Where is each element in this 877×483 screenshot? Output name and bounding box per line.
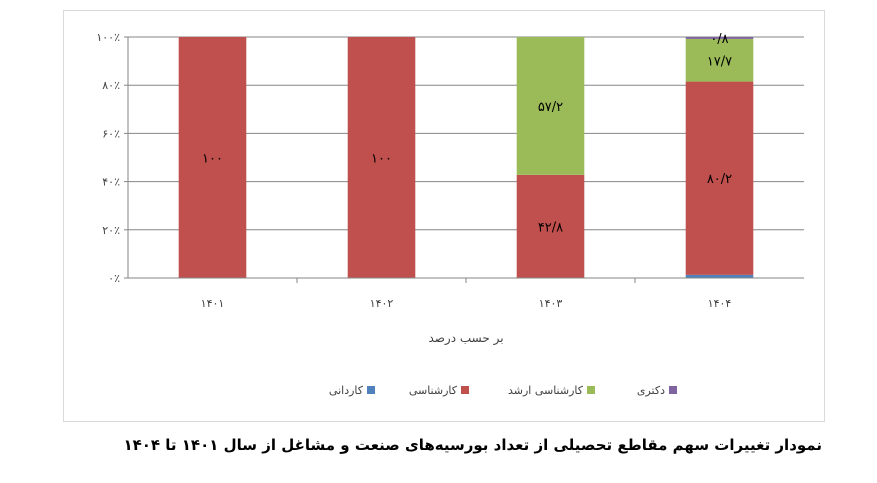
- chart-frame: ۱۰۰ ۱۰۰ ۴۲/۸ ۵۷/۲ ۸۰/۲ ۱۷/۷ ۰/۸ ۰٪ ۲۰٪ ۴۰٪ ۶۰٪ ۸۰٪…: [63, 10, 825, 422]
- legend-swatch: [367, 386, 375, 394]
- data-label: ۵۷/۲: [538, 100, 563, 115]
- bar-segment: [347, 37, 416, 278]
- y-tick-label: ۶۰٪: [102, 127, 120, 140]
- legend-swatch: [461, 386, 469, 394]
- y-tick-label: ۰٪: [108, 272, 120, 285]
- legend-swatch: [587, 386, 595, 394]
- legend-label: کارشناسی: [409, 384, 458, 397]
- y-tick-label: ۱۰۰٪: [96, 31, 120, 44]
- bars: [178, 37, 754, 278]
- x-axis-title: بر حسب درصد: [428, 331, 503, 346]
- x-tick-label: ۱۴۰۴: [708, 297, 732, 310]
- x-tick-label: ۱۴۰۲: [370, 297, 394, 310]
- data-labels: ۱۰۰ ۱۰۰ ۴۲/۸ ۵۷/۲ ۸۰/۲ ۱۷/۷ ۰/۸: [202, 32, 732, 235]
- data-label: ۱۷/۷: [707, 54, 732, 69]
- data-label: ۸۰/۲: [707, 172, 732, 187]
- legend: دکتری کارشناسی ارشد کارشناسی کاردانی: [329, 384, 677, 397]
- bar-segment: [685, 274, 754, 278]
- figure-caption: نمودار تغییرات سهم مقاطع تحصیلی از تعداد…: [123, 436, 822, 454]
- data-label: ۱۰۰: [371, 152, 392, 167]
- bar-segment: [685, 38, 754, 82]
- legend-label: کاردانی: [329, 384, 364, 397]
- data-label: ۰/۸: [710, 32, 728, 47]
- y-tick-label: ۲۰٪: [102, 224, 120, 237]
- bar-segment: [685, 37, 754, 39]
- bar-segment: [685, 81, 754, 275]
- legend-label: دکتری: [637, 384, 665, 397]
- x-tick-label: ۱۴۰۱: [201, 297, 225, 310]
- bar-segment: [516, 174, 585, 278]
- data-label: ۱۰۰: [202, 152, 223, 167]
- bar-segment: [178, 37, 247, 278]
- y-tick-label: ۸۰٪: [102, 79, 120, 92]
- y-tick-label: ۴۰٪: [102, 176, 120, 189]
- data-label: ۴۲/۸: [538, 220, 563, 235]
- legend-swatch: [669, 386, 677, 394]
- legend-label: کارشناسی ارشد: [508, 384, 584, 397]
- bar-segment: [516, 37, 585, 175]
- stacked-bar-chart: ۱۰۰ ۱۰۰ ۴۲/۸ ۵۷/۲ ۸۰/۲ ۱۷/۷ ۰/۸ ۰٪ ۲۰٪ ۴۰٪ ۶۰٪ ۸۰٪…: [96, 31, 804, 397]
- axes: ۰٪ ۲۰٪ ۴۰٪ ۶۰٪ ۸۰٪ ۱۰۰٪ ۱۴۰۱ ۱۴۰۲ ۱۴۰۳ ۱۴۰۴: [96, 31, 804, 310]
- x-tick-label: ۱۴۰۳: [539, 297, 563, 310]
